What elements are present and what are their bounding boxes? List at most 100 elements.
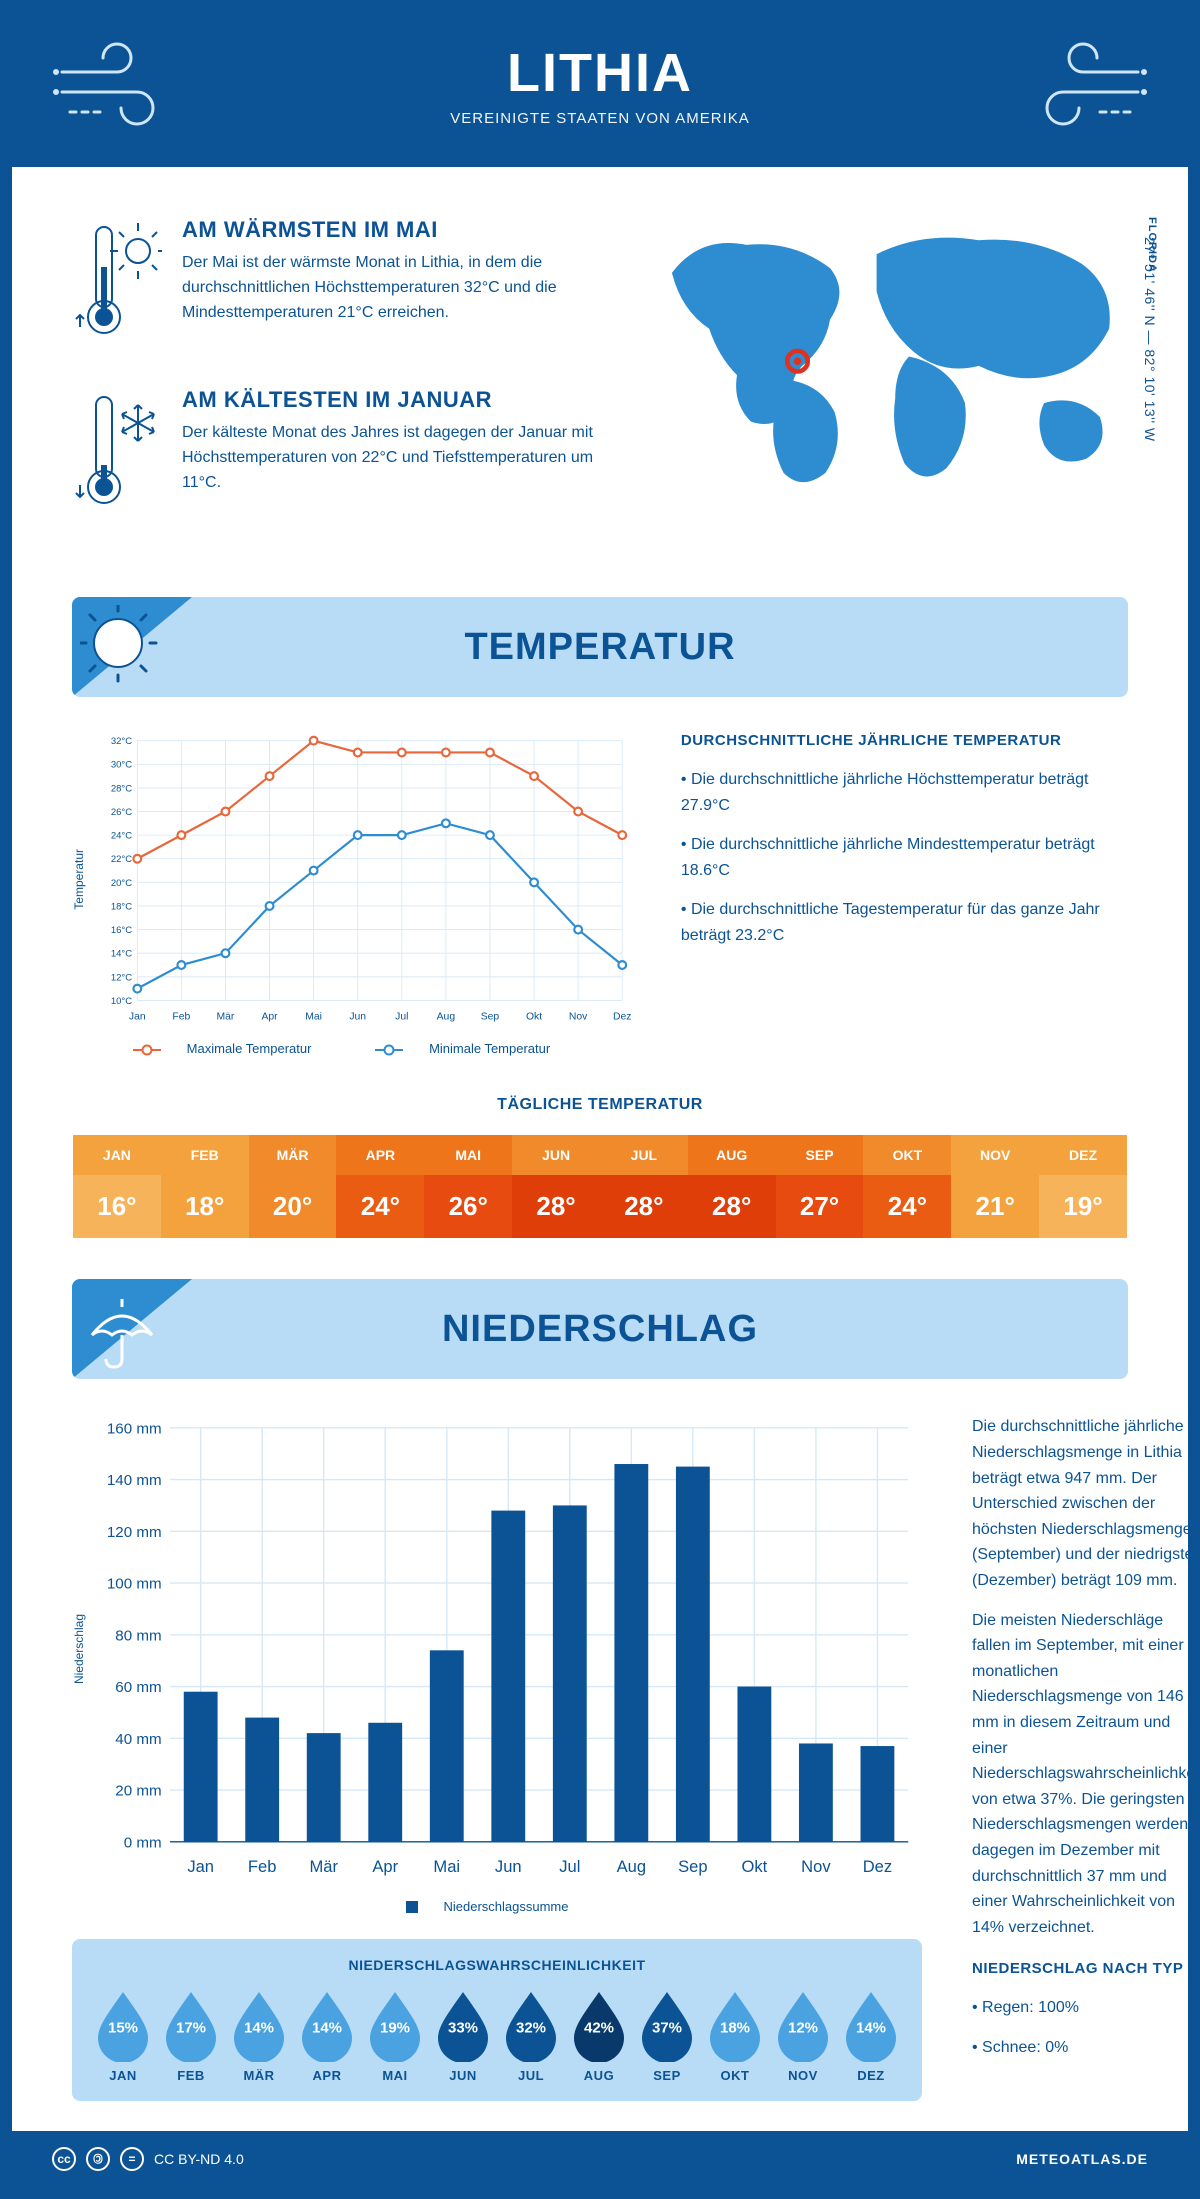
drop-month: OKT	[704, 2068, 766, 2083]
svg-text:32°C: 32°C	[111, 736, 132, 747]
svg-text:20 mm: 20 mm	[115, 1783, 161, 1800]
cc-nd-icon: =	[120, 2147, 144, 2171]
probability-drop: 14% APR	[296, 1988, 358, 2083]
svg-text:Sep: Sep	[481, 1011, 500, 1022]
temp-col-value: 19°	[1039, 1175, 1127, 1238]
y-axis-label: Temperatur	[72, 849, 86, 910]
page-subtitle: VEREINIGTE STAATEN VON AMERIKA	[32, 110, 1168, 127]
world-map	[644, 217, 1128, 501]
page-title: LITHIA	[32, 42, 1168, 104]
probability-drop: 12%NOV	[772, 1988, 834, 2083]
thermometer-snow-icon	[72, 387, 162, 522]
probability-drop: 37%SEP	[636, 1988, 698, 2083]
svg-text:Jan: Jan	[129, 1011, 146, 1022]
intro-row: AM WÄRMSTEN IM MAI Der Mai ist der wärms…	[72, 217, 1128, 557]
drop-percent: 33%	[448, 2019, 478, 2036]
fact-title: AM KÄLTESTEN IM JANUAR	[182, 387, 604, 413]
drop-month: SEP	[636, 2068, 698, 2083]
brand-name: METEOATLAS.DE	[1016, 2151, 1148, 2167]
temp-col-month: JAN	[73, 1135, 161, 1175]
temp-text-heading: DURCHSCHNITTLICHE JÄHRLICHE TEMPERATUR	[681, 732, 1128, 749]
coordinates: 27° 51' 46'' N — 82° 10' 13'' W	[1142, 237, 1158, 442]
probability-drop: 33% JUN	[432, 1988, 494, 2083]
drop-month: AUG	[568, 2068, 630, 2083]
drop-month: APR	[296, 2068, 358, 2083]
temp-col-month: JUN	[512, 1135, 600, 1175]
svg-text:0 mm: 0 mm	[124, 1835, 162, 1852]
svg-text:Mai: Mai	[433, 1858, 460, 1877]
temp-col-month: MAI	[424, 1135, 512, 1175]
svg-text:16°C: 16°C	[111, 925, 132, 936]
probability-drop: 19% MAI	[364, 1988, 426, 2083]
temp-col-month: JUL	[600, 1135, 688, 1175]
fact-warmest: AM WÄRMSTEN IM MAI Der Mai ist der wärms…	[72, 217, 604, 352]
drop-month: JUN	[432, 2068, 494, 2083]
svg-text:Mär: Mär	[217, 1011, 235, 1022]
temp-col-month: AUG	[688, 1135, 776, 1175]
temp-col-value: 20°	[249, 1175, 337, 1238]
probability-drop: 15%JAN	[92, 1988, 154, 2083]
temp-table-col: AUG 28°	[688, 1135, 776, 1238]
probability-drop: 17%FEB	[160, 1988, 222, 2083]
cc-by-icon: 🄯	[86, 2147, 110, 2171]
svg-text:Okt: Okt	[742, 1858, 768, 1877]
svg-text:28°C: 28°C	[111, 783, 132, 794]
probability-drop: 14% MÄR	[228, 1988, 290, 2083]
temp-table-col: DEZ 19°	[1039, 1135, 1127, 1238]
temp-table-col: FEB 18°	[161, 1135, 249, 1238]
prob-title: NIEDERSCHLAGSWAHRSCHEINLICHKEIT	[92, 1957, 902, 1973]
drop-percent: 12%	[788, 2019, 818, 2036]
sun-icon	[80, 605, 170, 695]
svg-text:Aug: Aug	[437, 1011, 456, 1022]
temp-table-col: OKT 24°	[863, 1135, 951, 1238]
precip-para-1: Die durchschnittliche jährliche Niedersc…	[972, 1414, 1200, 1593]
svg-text:Dez: Dez	[863, 1858, 892, 1877]
temp-col-value: 16°	[73, 1175, 161, 1238]
drop-percent: 15%	[108, 2019, 138, 2036]
temp-col-value: 28°	[600, 1175, 688, 1238]
probability-drop: 14%DEZ	[840, 1988, 902, 2083]
svg-text:Mai: Mai	[305, 1011, 322, 1022]
drop-percent: 19%	[380, 2019, 410, 2036]
temp-table-col: APR 24°	[336, 1135, 424, 1238]
temp-bullet: Die durchschnittliche jährliche Höchstte…	[681, 767, 1128, 818]
drop-month: DEZ	[840, 2068, 902, 2083]
svg-text:18°C: 18°C	[111, 901, 132, 912]
svg-text:Nov: Nov	[569, 1011, 588, 1022]
svg-text:120 mm: 120 mm	[107, 1524, 162, 1541]
fact-text: Der kälteste Monat des Jahres ist dagege…	[182, 421, 604, 495]
temp-col-value: 26°	[424, 1175, 512, 1238]
section-title: TEMPERATUR	[192, 626, 1128, 669]
section-header-precipitation: NIEDERSCHLAG	[72, 1279, 1128, 1379]
svg-text:60 mm: 60 mm	[115, 1679, 161, 1696]
svg-text:Jul: Jul	[559, 1858, 580, 1877]
drop-month: MAI	[364, 2068, 426, 2083]
temp-bullets: Die durchschnittliche jährliche Höchstte…	[681, 767, 1128, 949]
temp-bullet: Die durchschnittliche Tagestemperatur fü…	[681, 897, 1128, 948]
svg-text:Apr: Apr	[261, 1011, 278, 1022]
svg-text:12°C: 12°C	[111, 972, 132, 983]
drop-month: MÄR	[228, 2068, 290, 2083]
page-header: LITHIA VEREINIGTE STAATEN VON AMERIKA	[12, 12, 1188, 167]
drop-percent: 32%	[516, 2019, 546, 2036]
svg-text:Feb: Feb	[248, 1858, 277, 1877]
license-text: CC BY-ND 4.0	[154, 2151, 244, 2167]
precipitation-bar-chart: Niederschlag 0 mm20 mm40 mm60 mm80 mm100…	[72, 1414, 922, 1883]
svg-text:30°C: 30°C	[111, 760, 132, 771]
temp-col-month: MÄR	[249, 1135, 337, 1175]
svg-text:Mär: Mär	[309, 1858, 338, 1877]
svg-text:22°C: 22°C	[111, 854, 132, 865]
chart-legend: Niederschlagssumme	[72, 1899, 922, 1914]
drop-percent: 14%	[244, 2019, 274, 2036]
svg-text:140 mm: 140 mm	[107, 1472, 162, 1489]
temp-bullet: Die durchschnittliche jährliche Mindestt…	[681, 832, 1128, 883]
drop-percent: 14%	[312, 2019, 342, 2036]
svg-text:Jul: Jul	[395, 1011, 408, 1022]
section-title: NIEDERSCHLAG	[192, 1308, 1128, 1351]
fact-text: Der Mai ist der wärmste Monat in Lithia,…	[182, 251, 604, 325]
svg-text:Aug: Aug	[617, 1858, 646, 1877]
svg-text:14°C: 14°C	[111, 949, 132, 960]
temp-col-month: DEZ	[1039, 1135, 1127, 1175]
temp-col-value: 27°	[776, 1175, 864, 1238]
svg-text:80 mm: 80 mm	[115, 1628, 161, 1645]
